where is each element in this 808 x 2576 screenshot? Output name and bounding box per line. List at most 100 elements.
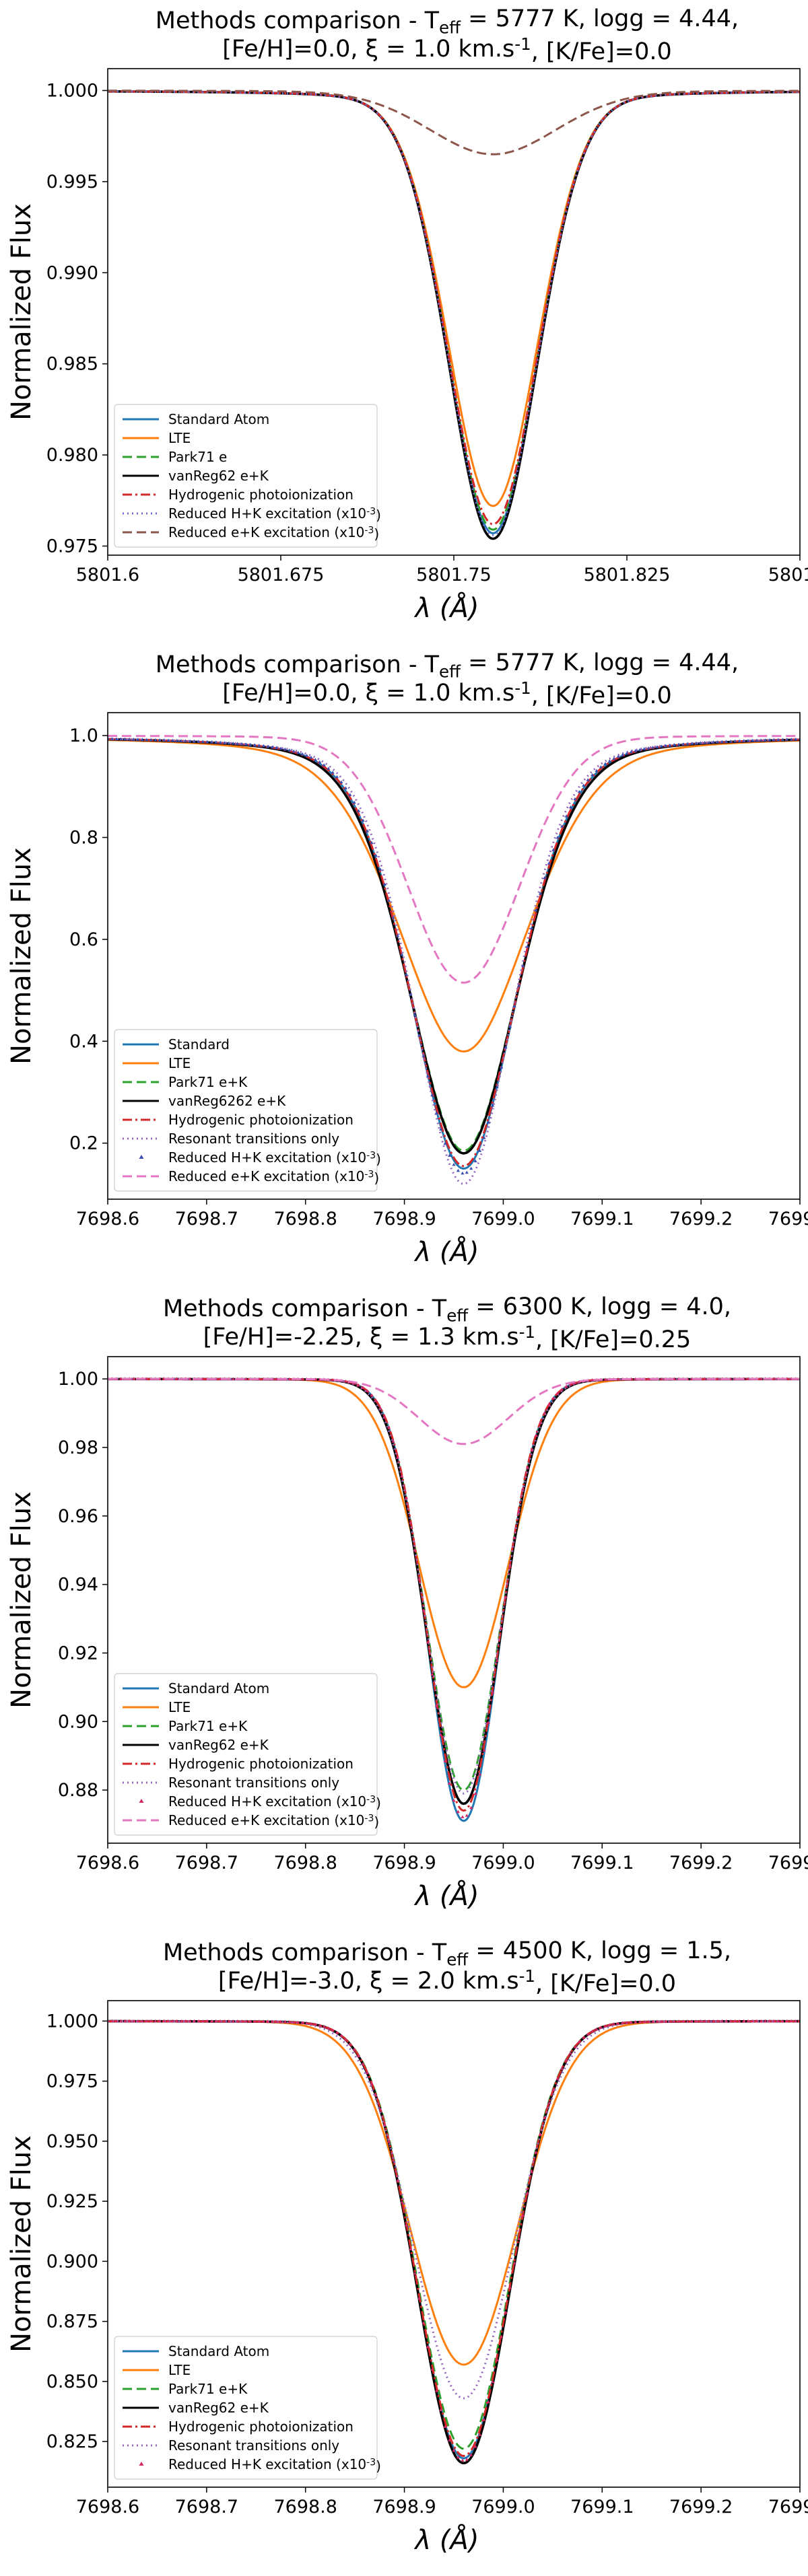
chart-2-series-reduced-h-k-excitation-x10-3-marker [564, 814, 568, 818]
chart-4-series-reduced-h-k-excitation-x10-3-marker [620, 2021, 625, 2024]
chart-2-series-reduced-h-k-excitation-x10-3-marker [275, 746, 279, 749]
chart-2-series-reduced-h-k-excitation-x10-3-marker [413, 1013, 417, 1017]
chart-4-series-reduced-h-k-excitation-x10-3-marker [720, 2019, 724, 2023]
chart-2-series-reduced-h-k-excitation-x10-3-marker [447, 1153, 452, 1157]
chart-4-ytick-label: 0.900 [46, 2251, 98, 2272]
chart-4-series-reduced-h-k-excitation-x10-3-marker [192, 2019, 197, 2023]
chart-4-series-reduced-h-k-excitation-x10-3-marker [685, 2019, 689, 2023]
chart-2-legend-label: Reduced H+K excitation (x10-3) [168, 1149, 381, 1167]
chart-4-series-reduced-h-k-excitation-x10-3-marker [659, 2019, 663, 2023]
chart-2-series-reduced-h-k-excitation-x10-3-marker [110, 737, 114, 740]
chart-2-series-reduced-h-k-excitation-x10-3-marker [612, 756, 616, 760]
chart-2-series-reduced-h-k-excitation-x10-3-marker [642, 747, 646, 750]
chart-2-series-reduced-h-k-excitation-x10-3-marker [634, 749, 638, 752]
chart-2-series-reduced-h-k-excitation-x10-3-marker [443, 1141, 447, 1145]
chart-3-frame [107, 1356, 801, 1844]
chart-3-series-reduced-h-k-excitation-x10-3-marker [443, 1759, 447, 1762]
chart-2-series-reduced-h-k-excitation-x10-3-marker [508, 1025, 512, 1028]
chart-4-series-reduced-h-k-excitation-x10-3-marker [642, 2019, 646, 2024]
chart-2-series-reduced-h-k-excitation-x10-3-marker [452, 1163, 456, 1166]
chart-4-series-reduced-h-k-excitation-x10-3-marker [551, 2088, 556, 2091]
chart-2-series-reduced-h-k-excitation-x10-3-marker [620, 753, 625, 756]
chart-3-series-reduced-h-k-excitation-x10-3-marker [512, 1536, 516, 1540]
chart-3-legend-label: Reduced e+K excitation (x10-3) [168, 1812, 379, 1830]
chart-4-series-reduced-h-k-excitation-x10-3-marker [382, 2122, 386, 2126]
chart-1-ytick-label: 0.980 [46, 445, 98, 466]
chart-1-legend-label: LTE [168, 430, 191, 446]
chart-4-series-reduced-h-k-excitation-x10-3-marker [603, 2024, 607, 2028]
chart-4-series-reduced-h-k-excitation-x10-3-marker [534, 2150, 538, 2154]
chart-4-series-reduced-h-k-excitation-x10-3-marker [179, 2019, 183, 2023]
chart-3-series-reduced-h-k-excitation-x10-3-marker [452, 1798, 456, 1802]
chart-4-series-reduced-h-k-excitation-x10-3-marker [331, 2028, 335, 2032]
chart-4-series-reduced-h-k-excitation-x10-3-marker [456, 2456, 460, 2459]
chart-4-series-reduced-h-k-excitation-x10-3-marker [538, 2132, 543, 2136]
chart-2-legend-label: Resonant transitions only [168, 1131, 339, 1147]
chart-2-series-reduced-h-k-excitation-x10-3-marker [283, 747, 287, 751]
chart-3-series-reduced-h-k-excitation-x10-3-marker [447, 1781, 452, 1785]
chart-1-series-reduced-e-k-excitation-x10-3 [108, 90, 800, 155]
chart-4-series-reduced-h-k-excitation-x10-3-marker [673, 2019, 677, 2023]
chart-4-series-reduced-h-k-excitation-x10-3-marker [733, 2019, 737, 2023]
chart-2-series-reduced-h-k-excitation-x10-3-marker [175, 738, 179, 742]
chart-2-series-reduced-h-k-excitation-x10-3-marker [720, 740, 724, 744]
chart-4-series-reduced-h-k-excitation-x10-3-marker [564, 2059, 568, 2062]
chart-2-legend-box [114, 1029, 378, 1192]
chart-4-series-reduced-h-k-excitation-x10-3-marker [283, 2019, 287, 2024]
chart-3-xtick-label: 7699.0 [471, 1853, 535, 1873]
chart-4-series-reduced-h-k-excitation-x10-3-marker [504, 2310, 508, 2314]
chart-2-series-reduced-h-k-excitation-x10-3-marker [664, 744, 668, 748]
chart-4-series-reduced-h-k-excitation-x10-3-marker [370, 2081, 374, 2085]
chart-2-series-reduced-h-k-excitation-x10-3-marker [646, 746, 650, 750]
chart-2-series-reduced-h-k-excitation-x10-3-marker [205, 740, 209, 744]
chart-4-series-reduced-h-k-excitation-x10-3-marker [391, 2158, 395, 2162]
chart-3-title-line2: [Fe/H]=-2.25, ξ = 1.3 km.s-1, [K/Fe]=0.2… [203, 1322, 692, 1353]
chart-4-series-reduced-h-k-excitation-x10-3-marker [703, 2019, 707, 2023]
chart-4-series-reduced-h-k-excitation-x10-3-marker [158, 2019, 162, 2023]
chart-2-series-reduced-h-k-excitation-x10-3-marker [327, 766, 331, 770]
chart-4-series-reduced-h-k-excitation-x10-3-marker [543, 2116, 547, 2119]
chart-3-ytick-label: 0.90 [58, 1711, 98, 1732]
chart-2-series-reduced-h-k-excitation-x10-3-marker [625, 751, 629, 755]
chart-2-series-reduced-h-k-excitation-x10-3-marker [573, 797, 577, 801]
chart-3-series-reduced-h-k-excitation-x10-3-marker [456, 1810, 460, 1814]
chart-2-series-reduced-h-k-excitation-x10-3-marker [244, 742, 248, 746]
chart-3-series-reduced-h-k-excitation-x10-3-marker [547, 1402, 551, 1406]
chart-3-series-reduced-h-k-excitation-x10-3-marker [500, 1626, 504, 1630]
chart-4-series-reduced-h-k-excitation-x10-3-marker [759, 2019, 763, 2023]
chart-4-series-reduced-h-k-excitation-x10-3-marker [356, 2054, 361, 2058]
chart-2-series-group [108, 735, 800, 1185]
chart-3-series-reduced-h-k-excitation-x10-3-marker [465, 1814, 469, 1817]
chart-2-series-reduced-h-k-excitation-x10-3-marker [426, 1074, 430, 1077]
chart-3-legend-key [139, 1799, 144, 1803]
chart-4-series-reduced-h-k-excitation-x10-3-marker [236, 2019, 240, 2023]
chart-3-ytick-label: 0.88 [58, 1780, 98, 1801]
chart-1-xtick-label: 5801.6 [76, 565, 139, 585]
chart-2-series-reduced-h-k-excitation-x10-3-marker [616, 754, 620, 758]
chart-3-series-reduced-h-k-excitation-x10-3-marker [430, 1672, 434, 1676]
chart-4-series-reduced-h-k-excitation-x10-3-marker [288, 2019, 292, 2024]
chart-2-series-reduced-h-k-excitation-x10-3-marker [556, 835, 560, 839]
chart-2-series-reduced-h-k-excitation-x10-3-marker [184, 739, 188, 742]
chart-2-series-hydrogenic-photoionization [108, 738, 800, 1168]
chart-2-series-reduced-h-k-excitation-x10-3-marker [222, 741, 227, 744]
chart-4-series-reduced-h-k-excitation-x10-3-marker [595, 2027, 599, 2031]
chart-2-series-reduced-h-k-excitation-x10-3-marker [504, 1045, 508, 1049]
chart-2-xlabel: λ (Å) [414, 1236, 479, 1268]
chart-3-series-reduced-h-k-excitation-x10-3-marker [746, 1377, 750, 1380]
chart-3-series-reduced-h-k-excitation-x10-3-marker [331, 1378, 335, 1382]
chart-4-series-reduced-h-k-excitation-x10-3-marker [486, 2400, 490, 2404]
chart-4-series-reduced-h-k-excitation-x10-3-marker [426, 2345, 430, 2349]
chart-2-series-reduced-h-k-excitation-x10-3-marker [577, 790, 581, 793]
chart-4-series-reduced-h-k-excitation-x10-3-marker [482, 2418, 486, 2421]
chart-2-series-reduced-h-k-excitation-x10-3-marker [179, 739, 183, 742]
chart-3-xlabel: λ (Å) [414, 1880, 479, 1912]
chart-4-series-reduced-h-k-excitation-x10-3-marker [127, 2019, 131, 2023]
chart-4-title-line1: Methods comparison - Teff = 4500 K, logg… [163, 1937, 731, 1970]
chart-2-series-reduced-h-k-excitation-x10-3-marker [309, 755, 313, 759]
chart-4-series-reduced-h-k-excitation-x10-3-marker [607, 2023, 611, 2026]
chart-1-xtick-label: 5801.75 [416, 565, 492, 585]
chart-4-series-reduced-h-k-excitation-x10-3-marker [664, 2019, 668, 2023]
chart-4-series-reduced-h-k-excitation-x10-3-marker [348, 2042, 352, 2046]
chart-4-ytick-label: 0.975 [46, 2071, 98, 2092]
